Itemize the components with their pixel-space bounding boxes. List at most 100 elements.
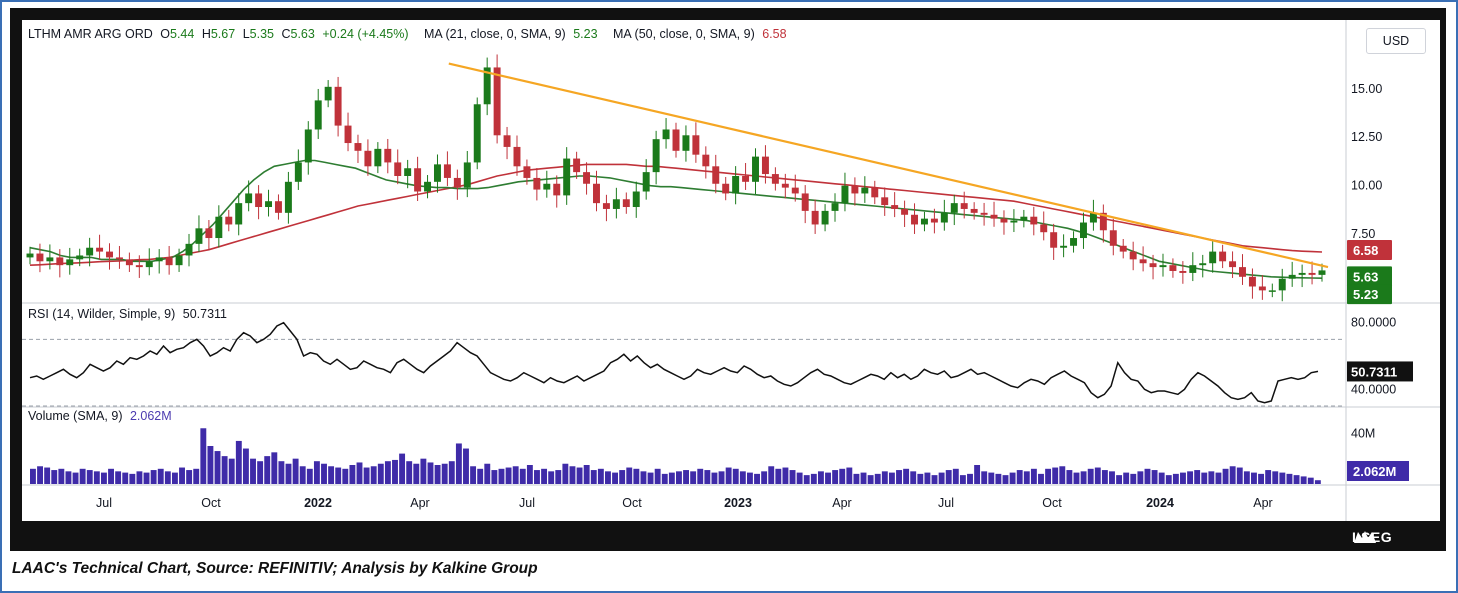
volume-bar <box>44 467 51 484</box>
price-tag <box>1347 284 1392 305</box>
x-tick-label: Jul <box>96 496 112 510</box>
candle-body <box>1040 224 1048 233</box>
volume-bar <box>1016 470 1023 484</box>
volume-value: 2.062M <box>129 409 172 423</box>
volume-bar <box>1300 476 1307 484</box>
volume-bar <box>526 465 533 484</box>
volume-bar <box>974 465 981 484</box>
volume-bar <box>647 472 654 484</box>
candle-body <box>314 100 322 130</box>
candle-body <box>125 259 133 266</box>
volume-bar <box>434 465 441 484</box>
candle-body <box>622 199 630 208</box>
volume-bar <box>200 428 207 484</box>
candle-body <box>1199 263 1207 266</box>
candle-body <box>1268 290 1276 292</box>
volume-bar <box>754 473 760 484</box>
ma50-label: MA (50, close, 0, SMA, 9) <box>613 27 755 41</box>
volume-bar <box>1165 475 1172 484</box>
chart-area[interactable]: 15.00 12.50 10.00 7.50 6.58 5.63 5.23 80.0000 40… <box>22 20 1440 521</box>
volume-bar <box>569 466 576 484</box>
candle-body <box>384 148 392 163</box>
volume-bar <box>498 468 505 484</box>
candle-body <box>732 176 740 194</box>
volume-bar <box>278 461 285 484</box>
candle-body <box>553 183 561 196</box>
x-tick-label: 2022 <box>304 496 332 510</box>
volume-bar <box>704 470 711 484</box>
candle-body <box>1030 216 1038 225</box>
chart-svg[interactable]: 15.00 12.50 10.00 7.50 6.58 5.63 5.23 80.0000 40… <box>22 20 1440 521</box>
volume-bar <box>491 470 498 484</box>
volume-bar <box>796 472 803 484</box>
volume-bar <box>356 462 363 484</box>
candle-body <box>1278 278 1286 291</box>
candle-body <box>354 143 362 151</box>
rsi-value-tag-label: 50.7311 <box>1351 364 1397 379</box>
volume-bar <box>285 463 292 484</box>
volume-value-tag <box>1347 461 1409 481</box>
volume-tick-label: 40M <box>1351 426 1375 440</box>
volume-bar <box>910 471 917 484</box>
candle-body <box>563 158 571 196</box>
candle-body <box>1179 270 1187 273</box>
candle-body <box>443 164 451 178</box>
volume-bar <box>342 468 349 484</box>
x-tick-label: Oct <box>201 496 221 510</box>
rsi-value: 50.7311 <box>182 307 228 321</box>
price-tag-label: 5.23 <box>1353 287 1378 302</box>
volume-bar <box>676 471 682 484</box>
volume-bar <box>1038 473 1044 484</box>
volume-bar <box>157 468 164 484</box>
ohlc-close: C5.63 <box>281 27 315 41</box>
resistance-trendline <box>448 62 1329 269</box>
candle-body <box>245 193 253 204</box>
volume-bar <box>640 471 647 484</box>
volume-bar <box>1123 472 1130 484</box>
volume-bar <box>739 471 746 484</box>
candle-body <box>96 247 104 252</box>
ohlc-high: H5.67 <box>201 27 236 41</box>
volume-bar <box>257 461 264 484</box>
volume-bar <box>1073 472 1080 484</box>
candle-body <box>165 257 173 266</box>
volume-bar <box>597 468 604 484</box>
volume-bar <box>633 468 640 484</box>
candle-body <box>255 193 263 208</box>
candle-body <box>573 158 581 173</box>
volume-bar <box>264 456 271 484</box>
volume-bar <box>136 471 143 484</box>
price-tag-label: 5.63 <box>1353 269 1378 284</box>
volume-bar <box>392 459 398 484</box>
ma21-value: 5.23 <box>573 27 598 41</box>
price-tick-label: 7.50 <box>1351 227 1375 241</box>
candle-body <box>414 168 422 192</box>
volume-bar <box>37 466 43 484</box>
volume-bar <box>1045 468 1052 484</box>
candle-body <box>225 216 233 225</box>
volume-bar <box>384 461 391 484</box>
candle-body <box>1219 251 1227 262</box>
candle-body <box>503 135 511 147</box>
volume-bar <box>555 470 562 484</box>
volume-bar <box>108 468 114 484</box>
candle-body <box>672 129 680 151</box>
currency-selector[interactable]: USD <box>1366 28 1426 54</box>
candle-body <box>752 156 759 182</box>
candle-body <box>1089 212 1097 223</box>
volume-bar <box>867 475 874 484</box>
candle-body <box>1099 212 1107 231</box>
rsi-label: RSI (14, Wilder, Simple, 9) <box>28 307 176 321</box>
candle-body <box>493 67 501 136</box>
volume-bar <box>51 470 58 484</box>
volume-bar <box>938 472 945 484</box>
candle-body <box>662 129 670 140</box>
volume-bar <box>377 463 384 484</box>
candle-body <box>215 216 223 239</box>
volume-bar <box>335 467 342 484</box>
candle-body <box>185 243 193 256</box>
candle-body <box>1258 286 1266 291</box>
volume-bar <box>1144 468 1151 484</box>
volume-bar <box>193 468 200 484</box>
candle-body <box>1129 251 1137 260</box>
